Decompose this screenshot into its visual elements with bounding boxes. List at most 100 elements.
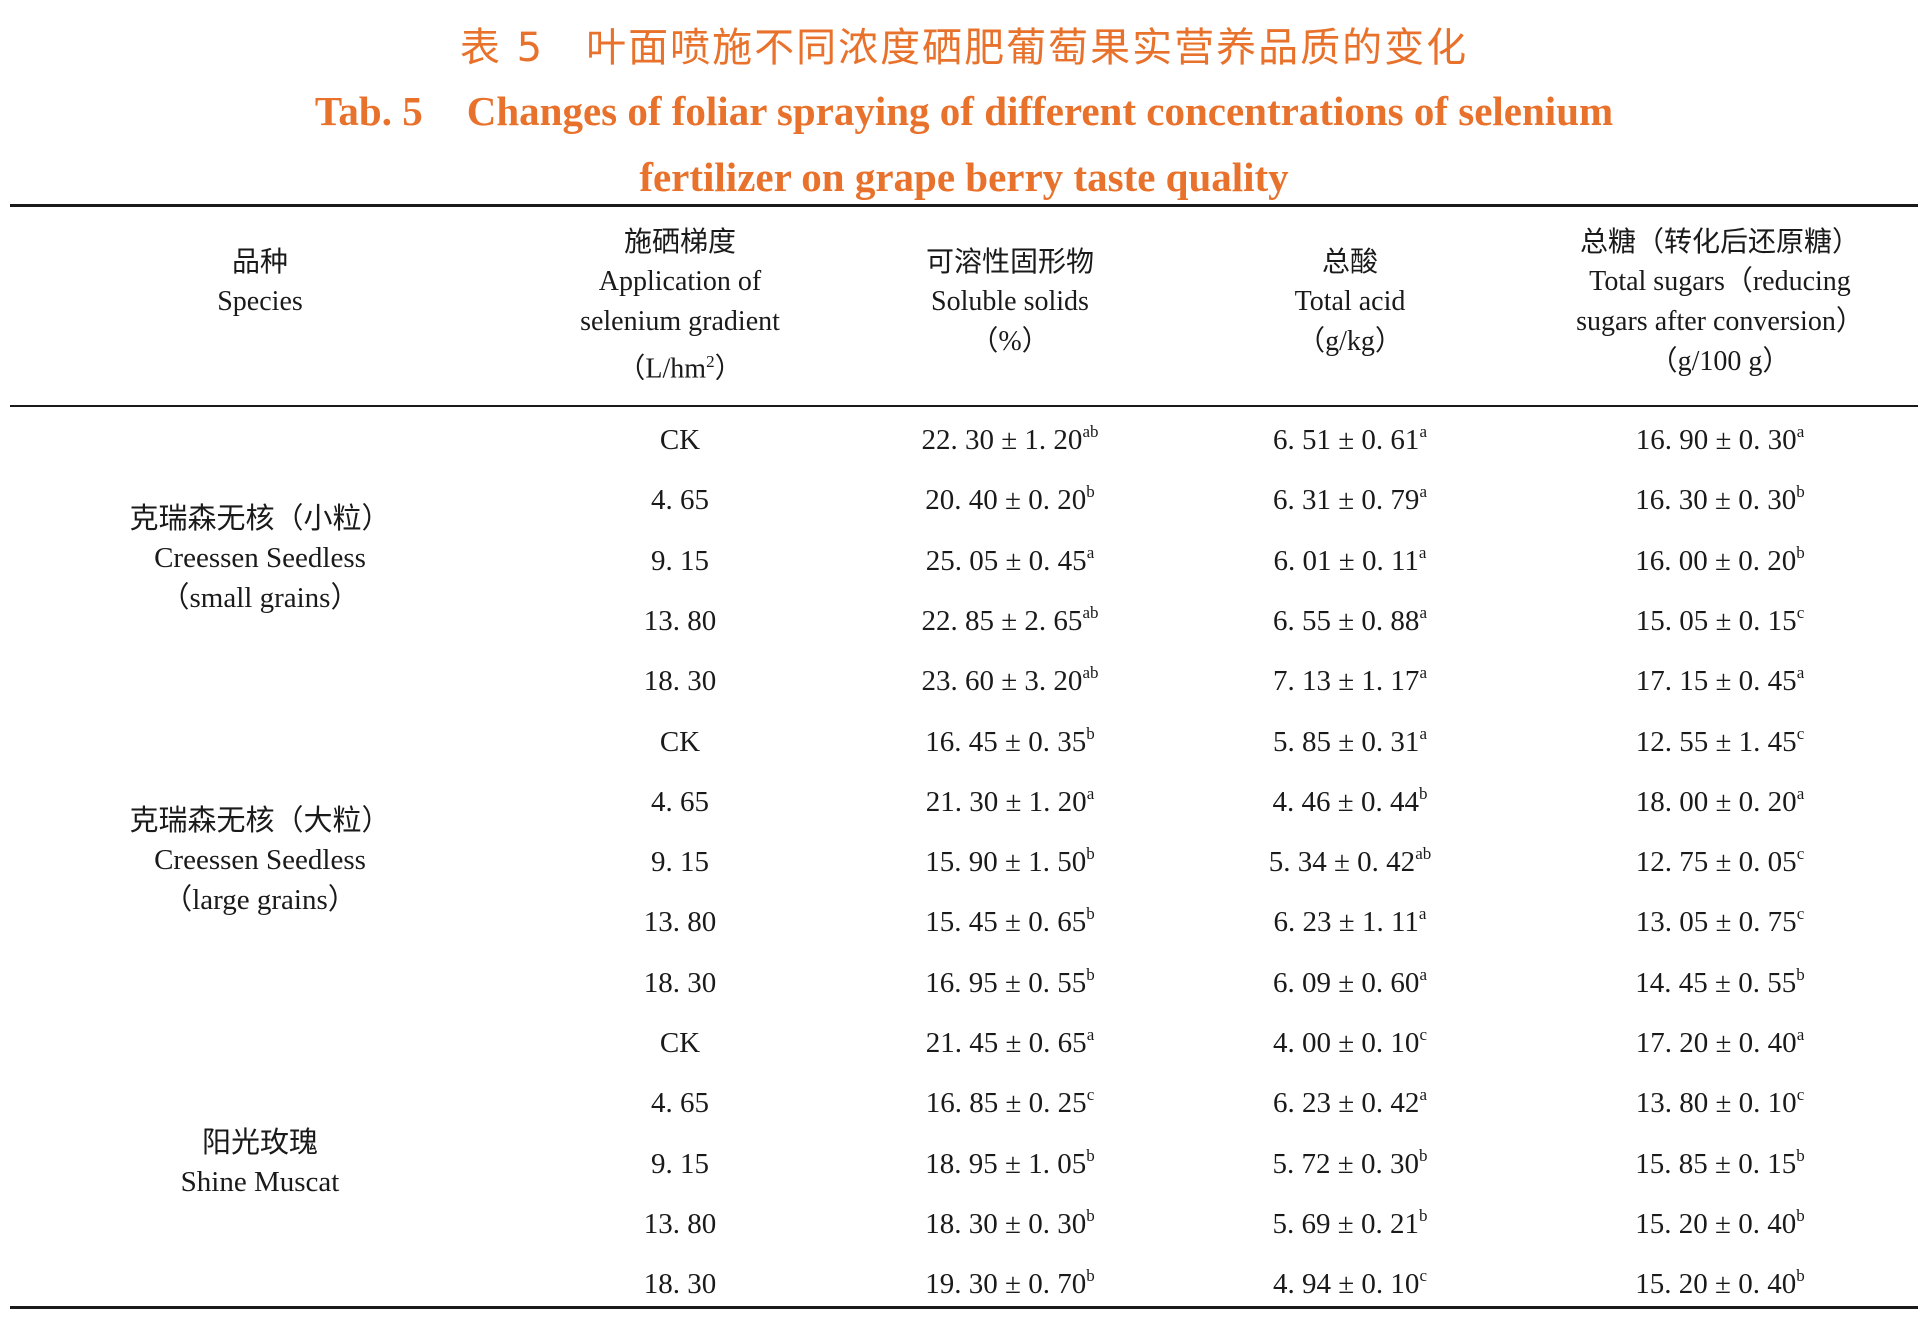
header-total-acid: 总酸 Total acid （g/kg） (1210, 242, 1490, 362)
cell-total-sugars: 17. 20 ± 0. 40a (1635, 1025, 1805, 1059)
cell-soluble-solids: 15. 45 ± 0. 65b (925, 904, 1095, 939)
species-cn: 克瑞森无核（大粒） (129, 803, 391, 837)
species-en-2: （small grains） (160, 582, 360, 614)
table-bottom-rule (10, 1306, 1918, 1309)
header-sugar-en-1: Total sugars（reducing (1589, 266, 1851, 297)
header-sugar-cn: 总糖（转化后还原糖） (1579, 225, 1860, 258)
significance-letter: b (1086, 844, 1095, 864)
significance-letter: b (1796, 542, 1805, 562)
header-sugar-unit: （g/100 g） (1649, 346, 1791, 377)
cell-total-sugars: 15. 20 ± 0. 40b (1635, 1266, 1805, 1301)
significance-letter: b (1418, 1145, 1428, 1165)
cell-gradient: 4. 65 (651, 484, 709, 517)
table-row: 9. 15 25. 05 ± 0. 45a 6. 01 ± 0. 11a 16. 00… (0, 531, 1928, 591)
significance-letter: b (1796, 1266, 1805, 1286)
header-soluble-solids: 可溶性固形物 Soluble solids （%） (870, 242, 1150, 362)
cell-gradient: 13. 80 (643, 906, 717, 939)
cell-gradient: 9. 15 (651, 846, 709, 879)
cell-soluble-solids: 21. 30 ± 1. 20a (925, 783, 1095, 818)
significance-letter: b (1086, 964, 1095, 984)
significance-letter: b (1796, 1205, 1805, 1225)
cell-gradient: 13. 80 (643, 1207, 717, 1240)
table-number: Tab. 5 (314, 88, 423, 134)
significance-letter: c (1796, 844, 1805, 864)
header-total-sugars: 总糖（转化后还原糖） Total sugars（reducing sugars … (1540, 222, 1900, 382)
significance-letter: c (1796, 602, 1805, 622)
header-soluble-cn: 可溶性固形物 (925, 245, 1094, 278)
significance-letter: a (1086, 542, 1095, 562)
title-english-text-1: Changes of foliar spraying of different … (466, 88, 1614, 134)
table-row: 9. 15 15. 90 ± 1. 50b 5. 34 ± 0. 42ab 12. 7… (0, 832, 1928, 892)
cell-gradient: 9. 15 (651, 544, 709, 577)
significance-letter: c (1419, 1266, 1427, 1286)
table-title: 表 5 叶面喷施不同浓度硒肥葡萄果实营养品质的变化 Tab. 5 Changes … (0, 18, 1928, 210)
header-acid-cn: 总酸 (1321, 245, 1378, 278)
header-acid-unit: （g/kg） (1297, 326, 1403, 357)
significance-letter: b (1086, 1266, 1095, 1286)
significance-letter: c (1086, 1085, 1095, 1105)
species-label-crimson-large: 克瑞森无核（大粒） Creessen Seedless （large grain… (50, 800, 470, 920)
table-row: CK 16. 45 ± 0. 35b 5. 85 ± 0. 31a 12. 55 ± … (0, 712, 1928, 772)
cell-gradient: 4. 65 (651, 1087, 709, 1120)
table-row: 9. 15 18. 95 ± 1. 05b 5. 72 ± 0. 30b 15. 85… (0, 1134, 1928, 1194)
cell-total-acid: 6. 31 ± 0. 79a (1273, 482, 1427, 517)
cell-total-acid: 6. 01 ± 0. 11a (1273, 542, 1427, 577)
significance-letter: a (1418, 542, 1427, 562)
cell-total-sugars: 16. 90 ± 0. 30a (1635, 422, 1805, 456)
significance-letter: a (1796, 422, 1805, 441)
significance-letter: a (1418, 904, 1427, 924)
cell-total-acid: 5. 69 ± 0. 21b (1272, 1205, 1428, 1240)
header-gradient-cn: 施硒梯度 (623, 225, 736, 258)
header-gradient-en-1: Application of (598, 266, 762, 297)
cell-total-acid: 6. 09 ± 0. 60a (1273, 964, 1427, 999)
significance-letter: ab (1082, 602, 1099, 622)
significance-letter: c (1419, 1025, 1427, 1044)
species-cn: 克瑞森无核（小粒） (129, 501, 391, 535)
cell-soluble-solids: 16. 85 ± 0. 25c (925, 1085, 1095, 1120)
table-top-rule (10, 204, 1918, 207)
table-row: 18. 30 23. 60 ± 3. 20ab 7. 13 ± 1. 17a 17. … (0, 651, 1928, 711)
significance-letter: b (1086, 1145, 1095, 1165)
significance-letter: b (1796, 964, 1805, 984)
significance-letter: ab (1415, 844, 1432, 864)
significance-letter: a (1419, 602, 1427, 622)
table-row: 4. 65 20. 40 ± 0. 20b 6. 31 ± 0. 79a 16. 30… (0, 470, 1928, 530)
cell-total-acid: 6. 55 ± 0. 88a (1273, 602, 1427, 637)
table-header-rule (10, 405, 1918, 407)
significance-letter: a (1796, 1025, 1805, 1044)
cell-total-sugars: 16. 30 ± 0. 30b (1635, 482, 1805, 517)
cell-soluble-solids: 16. 95 ± 0. 55b (925, 964, 1095, 999)
significance-letter: a (1796, 783, 1805, 803)
title-chinese: 表 5 叶面喷施不同浓度硒肥葡萄果实营养品质的变化 (459, 25, 1469, 71)
header-species: 品种 Species (120, 242, 400, 322)
cell-soluble-solids: 15. 90 ± 1. 50b (925, 844, 1095, 879)
significance-letter: b (1086, 904, 1095, 924)
significance-letter: c (1796, 723, 1805, 743)
cell-total-sugars: 18. 00 ± 0. 20a (1635, 783, 1805, 818)
species-en: Creessen Seedless (154, 542, 366, 574)
cell-total-acid: 4. 94 ± 0. 10c (1273, 1266, 1427, 1301)
cell-total-sugars: 15. 20 ± 0. 40b (1635, 1205, 1805, 1240)
cell-soluble-solids: 23. 60 ± 3. 20ab (921, 663, 1099, 698)
cell-gradient: CK (659, 1027, 701, 1059)
cell-gradient: CK (659, 424, 701, 456)
cell-soluble-solids: 20. 40 ± 0. 20b (925, 482, 1095, 517)
table-row: 13. 80 15. 45 ± 0. 65b 6. 23 ± 1. 11a 13. 0… (0, 892, 1928, 952)
header-gradient-en-2: selenium gradient (580, 306, 780, 337)
significance-letter: a (1419, 663, 1427, 683)
cell-soluble-solids: 22. 85 ± 2. 65ab (921, 602, 1099, 637)
cell-gradient: 18. 30 (643, 966, 717, 999)
significance-letter: b (1086, 482, 1095, 502)
cell-total-sugars: 14. 45 ± 0. 55b (1635, 964, 1805, 999)
table-row: 13. 80 22. 85 ± 2. 65ab 6. 55 ± 0. 88a 15. … (0, 591, 1928, 651)
significance-letter: b (1418, 783, 1428, 803)
significance-letter: a (1796, 663, 1805, 683)
significance-letter: b (1086, 723, 1095, 743)
significance-letter: b (1086, 1205, 1095, 1225)
significance-letter: a (1419, 723, 1427, 743)
cell-soluble-solids: 18. 30 ± 0. 30b (925, 1205, 1095, 1240)
table-row: CK 22. 30 ± 1. 20ab 6. 51 ± 0. 61a 16. 90 ±… (0, 410, 1928, 470)
cell-total-acid: 7. 13 ± 1. 17a (1273, 663, 1427, 698)
cell-total-sugars: 16. 00 ± 0. 20b (1635, 542, 1805, 577)
significance-letter: a (1419, 1085, 1427, 1105)
